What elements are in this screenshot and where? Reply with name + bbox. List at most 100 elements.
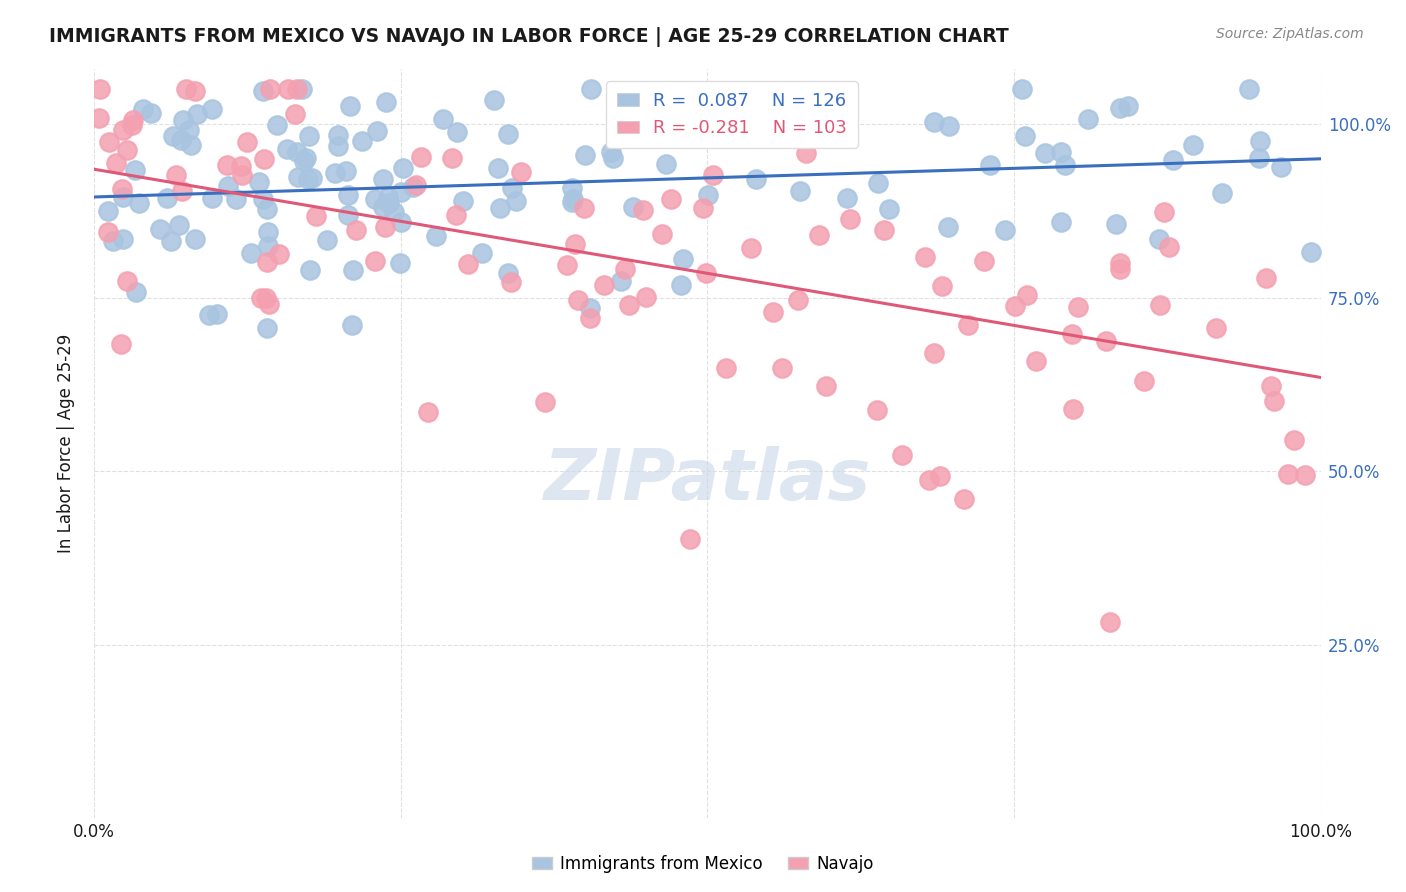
Point bbox=[1108, 101, 1130, 115]
Point bbox=[184, 232, 207, 246]
Point bbox=[839, 211, 862, 226]
Point bbox=[225, 192, 247, 206]
Point bbox=[172, 113, 194, 128]
Point bbox=[1109, 261, 1132, 276]
Point bbox=[1153, 205, 1175, 219]
Point bbox=[734, 85, 756, 99]
Point bbox=[823, 103, 845, 117]
Point bbox=[316, 233, 339, 247]
Point bbox=[297, 172, 319, 186]
Point bbox=[186, 106, 208, 120]
Point bbox=[375, 95, 398, 110]
Point bbox=[111, 190, 134, 204]
Point bbox=[1105, 217, 1128, 231]
Point bbox=[149, 222, 172, 236]
Point bbox=[344, 223, 367, 237]
Point bbox=[364, 254, 387, 268]
Point bbox=[1050, 215, 1073, 229]
Point bbox=[1149, 298, 1171, 312]
Point bbox=[162, 128, 184, 143]
Point bbox=[510, 165, 533, 179]
Point bbox=[117, 274, 139, 288]
Point bbox=[285, 82, 308, 96]
Point bbox=[534, 394, 557, 409]
Point bbox=[294, 151, 316, 165]
Point bbox=[166, 168, 188, 182]
Point bbox=[256, 321, 278, 335]
Point bbox=[389, 185, 412, 199]
Point bbox=[1277, 467, 1299, 482]
Point bbox=[928, 468, 950, 483]
Point bbox=[807, 227, 830, 242]
Point bbox=[592, 278, 614, 293]
Point bbox=[873, 222, 896, 236]
Point bbox=[505, 194, 527, 209]
Point bbox=[918, 473, 941, 487]
Point bbox=[714, 108, 737, 122]
Point bbox=[1260, 379, 1282, 393]
Point bbox=[979, 158, 1001, 172]
Point bbox=[97, 136, 120, 150]
Point bbox=[692, 201, 714, 215]
Point bbox=[1017, 287, 1039, 301]
Point bbox=[740, 241, 762, 255]
Point bbox=[239, 246, 262, 260]
Point bbox=[501, 181, 523, 195]
Point bbox=[994, 223, 1017, 237]
Point bbox=[339, 99, 361, 113]
Point bbox=[254, 291, 277, 305]
Point bbox=[249, 292, 271, 306]
Point bbox=[1025, 353, 1047, 368]
Point bbox=[269, 247, 291, 261]
Point bbox=[444, 208, 467, 222]
Point bbox=[574, 147, 596, 161]
Point bbox=[425, 229, 447, 244]
Point bbox=[169, 218, 191, 232]
Point bbox=[794, 146, 817, 161]
Point bbox=[484, 93, 506, 107]
Point bbox=[496, 266, 519, 280]
Point bbox=[231, 168, 253, 182]
Point bbox=[457, 257, 479, 271]
Point bbox=[561, 192, 583, 206]
Point bbox=[257, 226, 280, 240]
Point bbox=[285, 145, 308, 159]
Point bbox=[231, 160, 253, 174]
Point bbox=[215, 158, 238, 172]
Point bbox=[789, 184, 811, 198]
Point bbox=[156, 191, 179, 205]
Point bbox=[291, 82, 314, 96]
Point bbox=[292, 153, 315, 168]
Point bbox=[342, 262, 364, 277]
Point bbox=[1053, 158, 1076, 172]
Point bbox=[953, 491, 976, 506]
Point bbox=[287, 170, 309, 185]
Point bbox=[602, 152, 624, 166]
Point bbox=[342, 318, 364, 333]
Point bbox=[564, 237, 586, 252]
Point bbox=[276, 143, 298, 157]
Point bbox=[697, 187, 720, 202]
Point bbox=[451, 194, 474, 209]
Point bbox=[614, 261, 637, 276]
Point bbox=[489, 202, 512, 216]
Point bbox=[914, 250, 936, 264]
Point bbox=[247, 175, 270, 189]
Point bbox=[377, 189, 399, 203]
Point bbox=[256, 255, 278, 269]
Point bbox=[1301, 244, 1323, 259]
Point bbox=[325, 166, 347, 180]
Point bbox=[115, 143, 138, 157]
Point bbox=[301, 171, 323, 186]
Point bbox=[371, 171, 394, 186]
Text: Source: ZipAtlas.com: Source: ZipAtlas.com bbox=[1216, 27, 1364, 41]
Point bbox=[89, 82, 111, 96]
Point bbox=[1050, 145, 1073, 159]
Point bbox=[141, 106, 163, 120]
Point bbox=[266, 118, 288, 132]
Point bbox=[1133, 374, 1156, 388]
Point bbox=[128, 196, 150, 211]
Point bbox=[236, 136, 259, 150]
Point bbox=[835, 191, 858, 205]
Point bbox=[623, 200, 645, 214]
